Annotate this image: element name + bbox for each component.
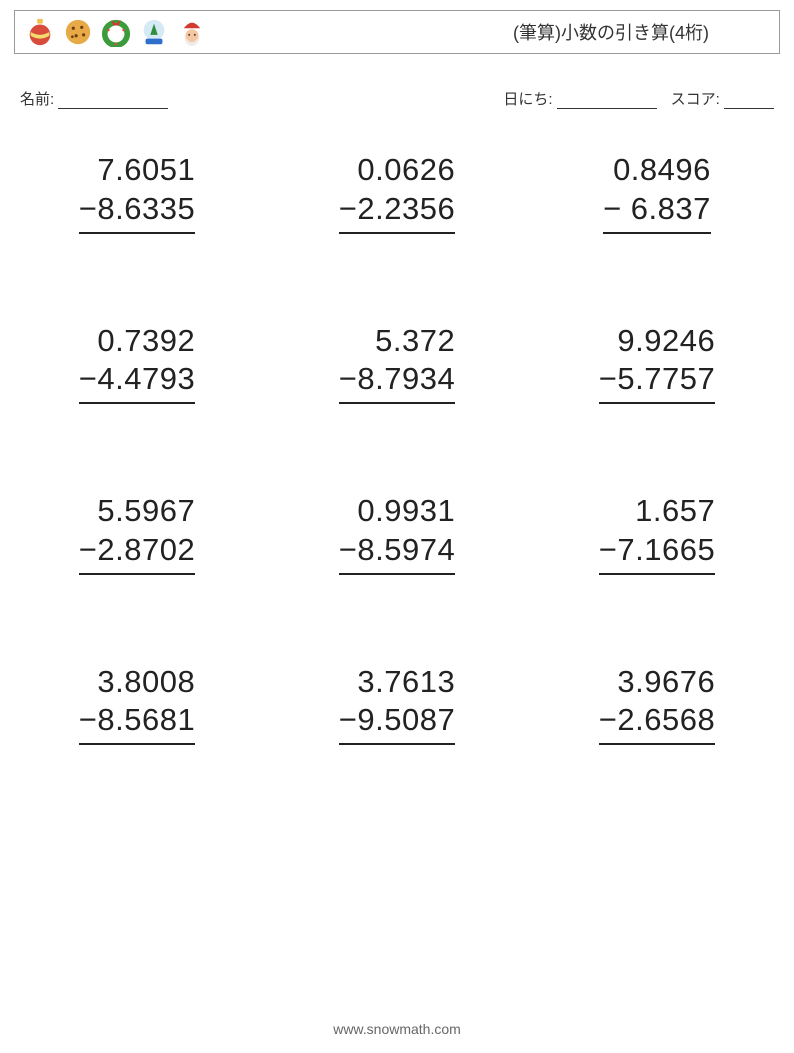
problem-box: 3.9676−2.6568 xyxy=(599,663,715,746)
minuend: 3.8008 xyxy=(79,663,195,702)
subtrahend: − 6.837 xyxy=(603,190,711,234)
ornament-icon xyxy=(25,17,55,47)
problem-box: 5.5967−2.8702 xyxy=(79,492,195,575)
problem-box: 3.8008−8.5681 xyxy=(79,663,195,746)
subtrahend: −7.1665 xyxy=(599,531,715,575)
minuend: 3.9676 xyxy=(599,663,715,702)
subtrahend: −4.4793 xyxy=(79,360,195,404)
minuend: 0.9931 xyxy=(339,492,455,531)
problem: 3.8008−8.5681 xyxy=(42,663,232,746)
minuend: 5.5967 xyxy=(79,492,195,531)
problem-box: 5.372−8.7934 xyxy=(339,322,455,405)
worksheet-page: (筆算)小数の引き算(4桁) 名前: 日にち: スコア: 7.6051−8.63… xyxy=(0,0,794,1053)
date-blank xyxy=(557,94,657,109)
minuend: 0.0626 xyxy=(339,151,455,190)
problem: 5.5967−2.8702 xyxy=(42,492,232,575)
name-label: 名前: xyxy=(20,91,54,108)
cookie-icon xyxy=(63,17,93,47)
subtrahend: −5.7757 xyxy=(599,360,715,404)
problem: 7.6051−8.6335 xyxy=(42,151,232,234)
name-field: 名前: xyxy=(20,88,168,109)
minuend: 5.372 xyxy=(339,322,455,361)
header-icons xyxy=(25,17,207,47)
problem-box: 0.7392−4.4793 xyxy=(79,322,195,405)
minuend: 1.657 xyxy=(599,492,715,531)
score-label: スコア: xyxy=(671,91,720,108)
header-box: (筆算)小数の引き算(4桁) xyxy=(14,10,780,54)
subtrahend: −8.7934 xyxy=(339,360,455,404)
score-blank xyxy=(724,94,774,109)
santa-icon xyxy=(177,17,207,47)
problem-box: 0.0626−2.2356 xyxy=(339,151,455,234)
name-blank xyxy=(58,94,168,109)
problem: 3.7613−9.5087 xyxy=(302,663,492,746)
worksheet-title: (筆算)小数の引き算(4桁) xyxy=(513,19,769,45)
info-row: 名前: 日にち: スコア: xyxy=(20,88,774,109)
problem: 0.8496− 6.837 xyxy=(562,151,752,234)
problems-grid: 7.6051−8.6335 0.0626−2.2356 0.8496− 6.83… xyxy=(14,151,780,745)
snowglobe-icon xyxy=(139,17,169,47)
problem-box: 1.657−7.1665 xyxy=(599,492,715,575)
subtrahend: −2.6568 xyxy=(599,701,715,745)
score-field: スコア: xyxy=(671,88,774,109)
subtrahend: −2.2356 xyxy=(339,190,455,234)
problem: 3.9676−2.6568 xyxy=(562,663,752,746)
date-label: 日にち: xyxy=(503,91,552,108)
info-right: 日にち: スコア: xyxy=(503,88,774,109)
problem-box: 0.8496− 6.837 xyxy=(603,151,711,234)
minuend: 9.9246 xyxy=(599,322,715,361)
problem: 9.9246−5.7757 xyxy=(562,322,752,405)
problem: 1.657−7.1665 xyxy=(562,492,752,575)
problem-box: 7.6051−8.6335 xyxy=(79,151,195,234)
subtrahend: −2.8702 xyxy=(79,531,195,575)
subtrahend: −9.5087 xyxy=(339,701,455,745)
footer-url: www.snowmath.com xyxy=(0,1021,794,1037)
minuend: 0.8496 xyxy=(603,151,711,190)
minuend: 0.7392 xyxy=(79,322,195,361)
problem: 0.9931−8.5974 xyxy=(302,492,492,575)
problem: 5.372−8.7934 xyxy=(302,322,492,405)
problem-box: 9.9246−5.7757 xyxy=(599,322,715,405)
problem-box: 3.7613−9.5087 xyxy=(339,663,455,746)
subtrahend: −8.6335 xyxy=(79,190,195,234)
problem-box: 0.9931−8.5974 xyxy=(339,492,455,575)
problem: 0.7392−4.4793 xyxy=(42,322,232,405)
subtrahend: −8.5681 xyxy=(79,701,195,745)
wreath-icon xyxy=(101,17,131,47)
minuend: 7.6051 xyxy=(79,151,195,190)
subtrahend: −8.5974 xyxy=(339,531,455,575)
minuend: 3.7613 xyxy=(339,663,455,702)
problem: 0.0626−2.2356 xyxy=(302,151,492,234)
date-field: 日にち: xyxy=(503,88,656,109)
